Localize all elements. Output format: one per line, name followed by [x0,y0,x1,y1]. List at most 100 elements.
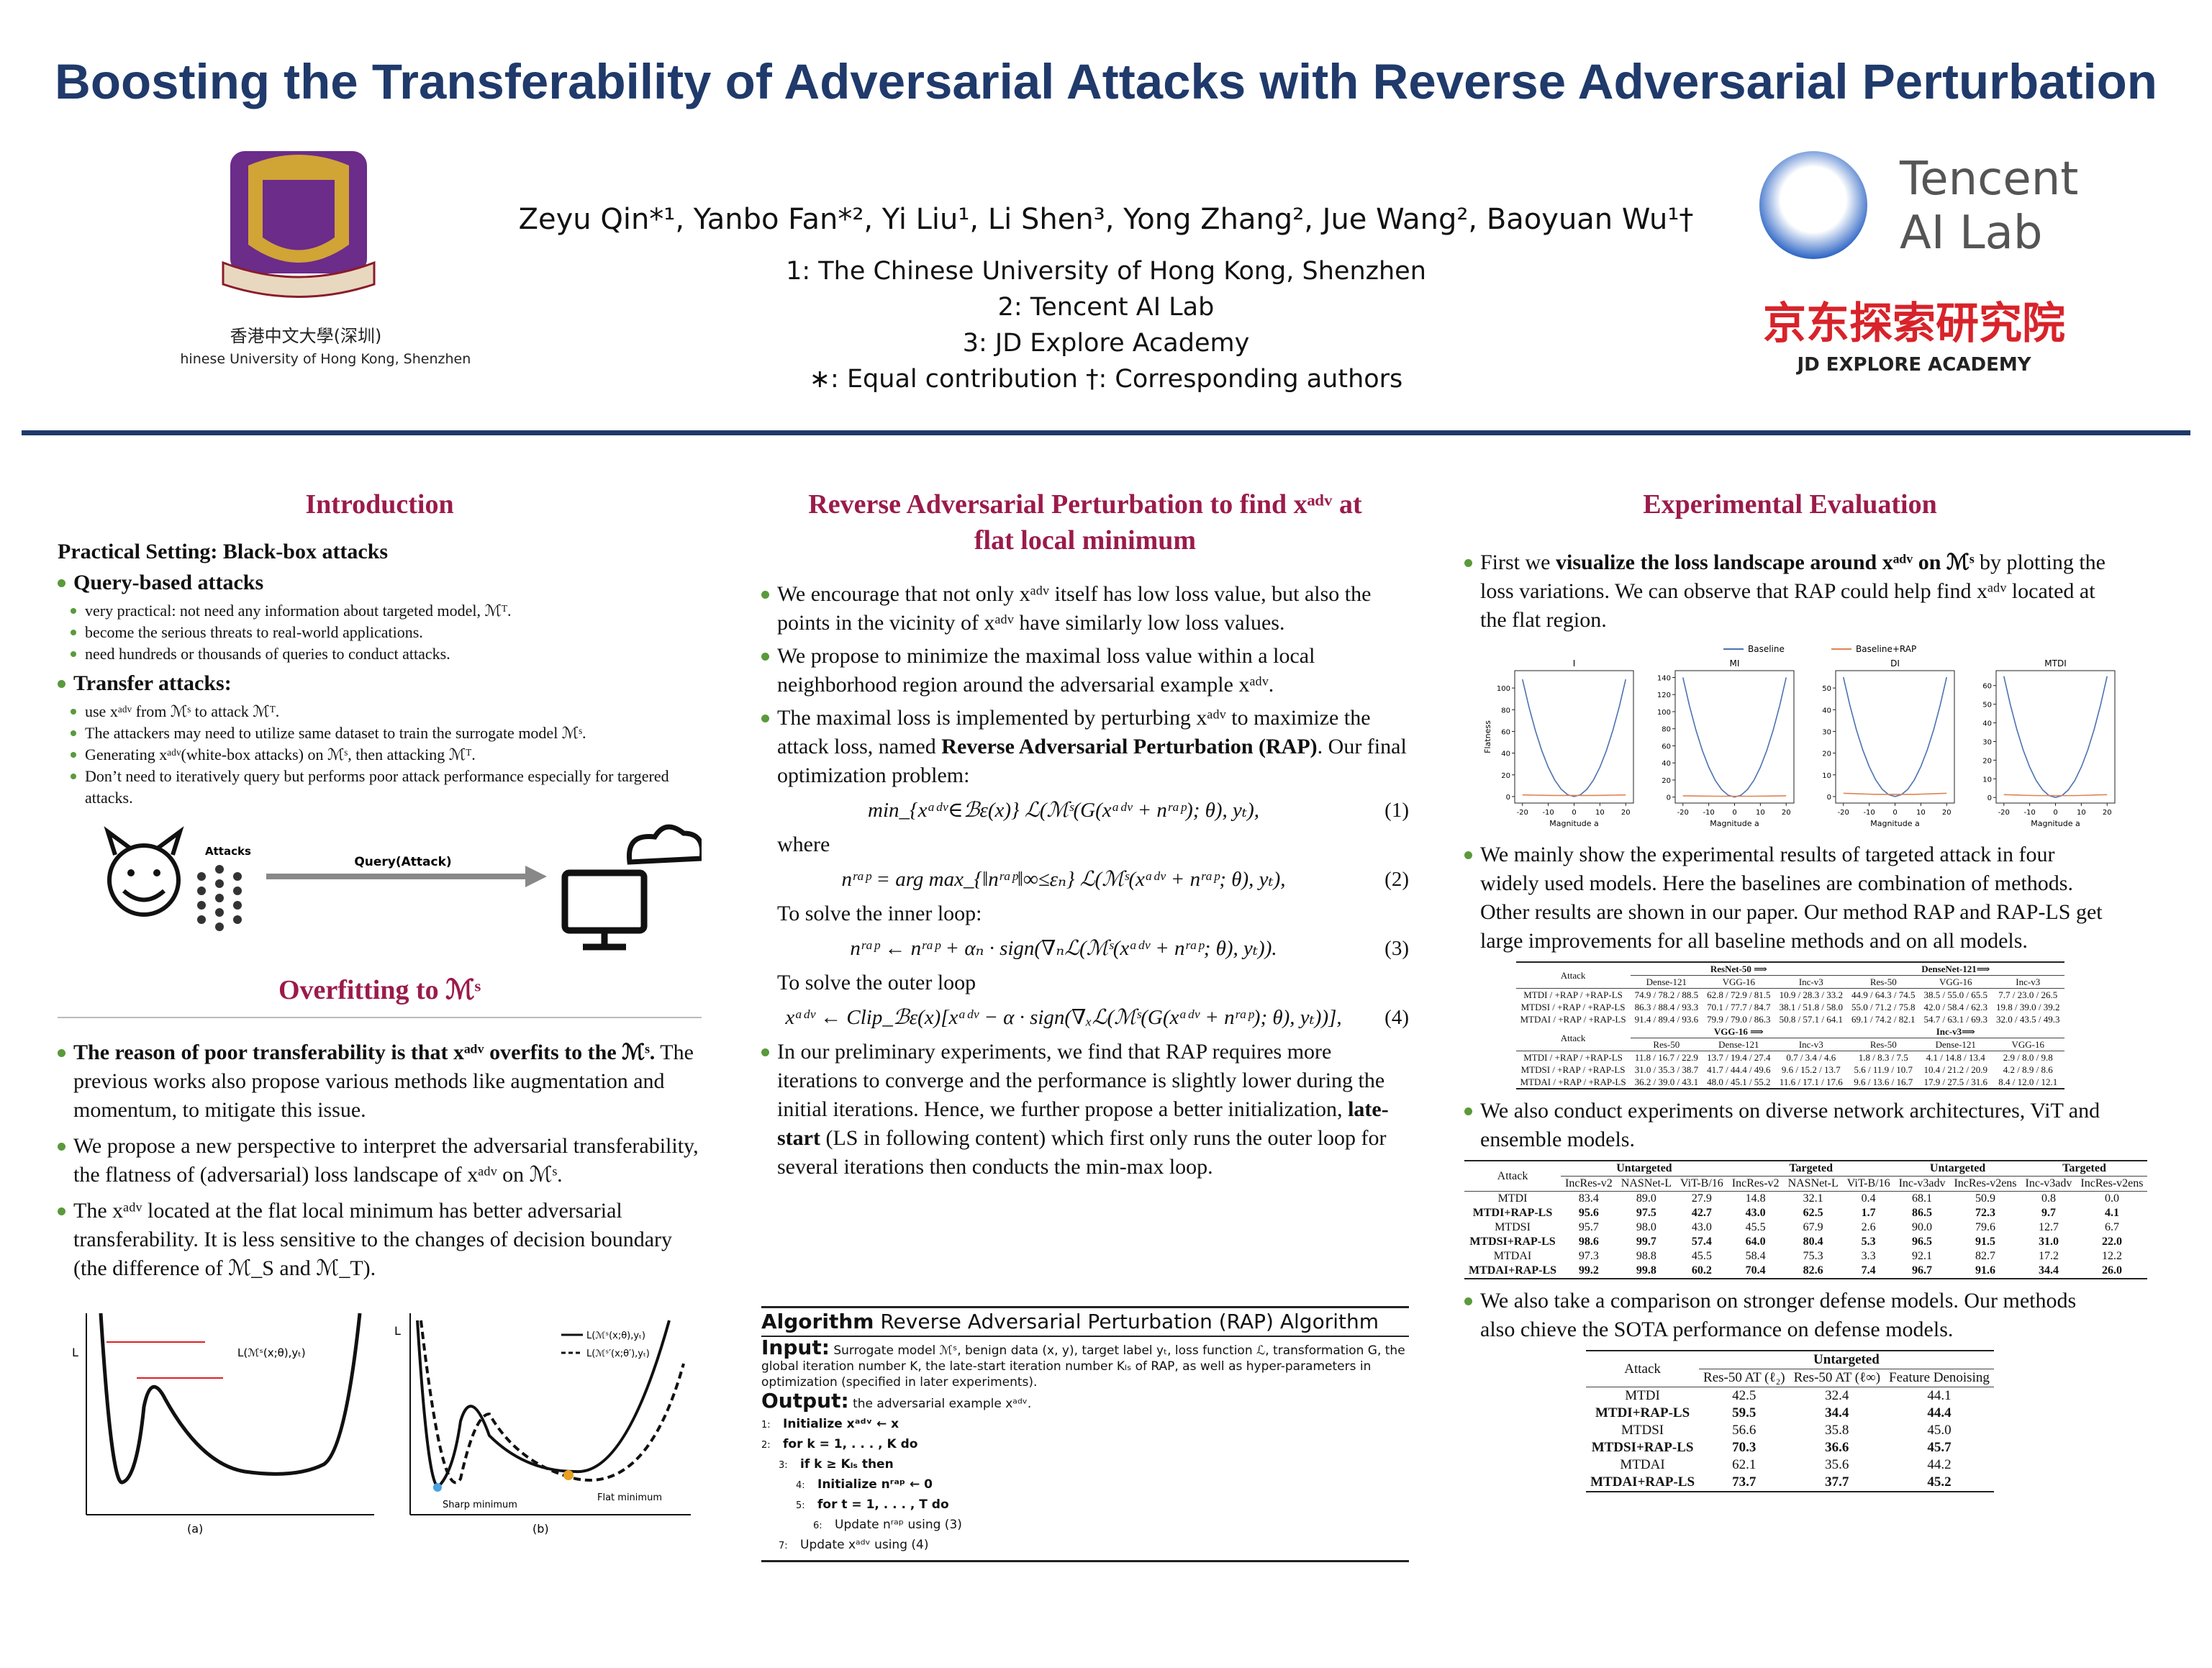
table-row: MTDAI+RAP-LS 99.2 99.8 60.2 70.4 82.6 7.4 96.7 9… [1464,1264,2147,1279]
value-cell: 62.1 [1732,1457,1757,1472]
table-row: MTDAI+RAP-LS 73.7 37.7 45.2 [1586,1474,1994,1492]
text: The maximal loss is implemented by pertu… [777,706,1371,758]
value-cell: 70.1 / 77.7 / 84.7 [1707,1002,1771,1012]
attack-cell: MTDAI [1620,1457,1665,1472]
group-header-row: Attack Untargeted Targeted Untargeted Target… [1464,1161,2148,1192]
group-header: Targeted [1727,1161,1895,1177]
column-header: Dense-121 [1703,1038,1775,1051]
method-content: We encourage that not only xᵃᵈᵛ itself h… [761,580,1409,1182]
table-row: MTDSI+RAP-LS 98.6 99.7 57.4 64.0 80.4 5.3 96.5 9… [1464,1235,2147,1249]
text: First we [1480,550,1556,574]
y-tick-label: 40 [1982,720,1992,728]
tencent-orb [1759,151,1867,259]
sub-bullet: become the serious threats to real-world… [58,622,702,643]
overfitting-list: The reason of poor transferability is th… [58,1038,702,1283]
y-tick-label: 10 [1822,772,1831,780]
curve-label: L(ℳˢ(x;θ),yₜ) [237,1346,306,1359]
group-header-row: Attack ResNet-50 ⟹ DenseNet-121⟹ [1515,962,2064,989]
x-tick-label: -20 [1677,809,1689,817]
value-cell: 89.0 [1636,1192,1656,1205]
step-number: 4: [796,1480,805,1491]
value-cell: 45.7 [1927,1440,1952,1455]
text: To solve the inner loop: [777,902,982,925]
value-cell: 44.4 [1927,1405,1952,1420]
text: We also take a comparison on stronger de… [1480,1289,2077,1341]
text: To solve the outer loop [777,971,976,994]
y-tick-label: 10 [1982,776,1992,784]
group-header-row: Attack Untargeted [1586,1351,1994,1387]
column-header: Inc-v3adv [1894,1176,1950,1192]
column-header-row: Res-50 Dense-121 Inc-v3 Res-50 Dense-121 VGG-… [1516,1038,2064,1051]
value-cell: 4.1 / 14.8 / 13.4 [1926,1052,1985,1063]
x-axis-label: Magnitude a [2031,819,2080,828]
column-header: NASNet-L [1783,1176,1843,1192]
value-cell: 83.4 [1578,1192,1599,1205]
table-row: MTDSI 95.7 98.0 43.0 45.5 67.9 2.6 90.0 79.6 12.7… [1464,1220,2147,1235]
x-tick-label: -10 [1703,809,1714,817]
input-text: Surrogate model ℳˢ, benign data (x, y), … [761,1343,1405,1390]
text: We also conduct experiments on diverse n… [1480,1099,2100,1151]
devil-eye [127,869,135,876]
value-cell: 92.1 [1912,1250,1932,1262]
equation-number: (4) [1384,1006,1409,1029]
x-tick-label: 10 [2077,809,2086,817]
right-column: Experimental Evaluation First we visuali… [1464,486,2148,1498]
plot-frame [1835,670,1955,804]
bold-text: late-start [777,1097,1389,1150]
plot-frame [1514,670,1634,804]
value-cell: 42.7 [1691,1207,1712,1219]
bullet: We propose to minimize the maximal loss … [761,642,1409,699]
column-header: Inc-v3 [1992,975,2064,989]
x-tick-label: -10 [2023,809,2035,817]
panel-b: L L(ℳˢ(x;θ),yₜ) L(ℳˢ′(x;θ′),yₜ) Sharp mi… [394,1313,691,1536]
value-cell: 32.4 [1825,1388,1849,1403]
column-header: Dense-121 [1919,1038,1993,1051]
value-cell: 5.3 [1861,1236,1876,1248]
value-cell: 44.2 [1927,1457,1952,1472]
column-header: VGG-16 [1703,975,1775,989]
group-header-row: Attack VGG-16 ⟹ Inc-v3⟹ [1515,1025,2064,1051]
table-row: MTDI 83.4 89.0 27.9 14.8 32.1 0.4 68.1 50.9 0.8 0.… [1464,1192,2147,1207]
bullet: In our preliminary experiments, we find … [761,1038,1409,1182]
caption: (a) [187,1522,203,1536]
column-header-row: Dense-121 VGG-16 Inc-v3 Res-50 VGG-16 Inc-v3 [1516,975,2064,989]
value-cell: 17.2 [2038,1250,2059,1262]
series-line [2003,676,2108,799]
value-cell: 2.6 [1861,1221,1876,1233]
network-icon [197,865,242,931]
series-line [1842,676,1948,797]
attack-cell: MTDI / +RAP / +RAP-LS [1523,989,1623,1000]
text: where [777,833,830,856]
algorithm-step: 7: Update xᵃᵈᵛ using (4) [761,1536,1409,1556]
value-cell: 45.2 [1927,1474,1952,1490]
value-cell: 99.2 [1578,1264,1599,1277]
table-row: MTDI / +RAP / +RAP-LS 74.9 / 78.2 / 88.5 6… [1516,989,2064,1002]
y-tick-label: 30 [1822,728,1831,736]
value-cell: 34.4 [1825,1405,1849,1420]
cloud-icon [626,824,705,865]
algorithm-step: 4: Initialize nʳᵃᵖ ← 0 [761,1475,1409,1495]
column-header-row: Res-50 AT (ℓ₂) Res-50 AT (ℓ∞) Feature Deno… [1586,1369,1994,1387]
devil-horns [104,826,184,856]
affiliations: 1: The Chinese University of Hong Kong, … [0,253,2212,397]
header-cell: Attack [1586,1351,1700,1387]
value-cell: 62.8 / 72.9 / 81.5 [1707,989,1771,1000]
value-cell: 43.0 [1745,1207,1766,1219]
x-tick-label: -20 [1517,809,1528,817]
y-axis-label: Flatness [1483,720,1492,753]
table-row: MTDAI 97.3 98.8 45.5 58.4 75.3 3.3 92.1 82.7 17.2… [1464,1249,2147,1264]
value-cell: 31.0 / 35.3 / 38.7 [1634,1064,1699,1075]
bullet-title: Query-based attacks [58,568,702,597]
value-cell: 59.5 [1732,1405,1757,1420]
section-heading: Introduction [305,489,454,520]
value-cell: 19.8 / 39.0 / 39.2 [1996,1002,2060,1012]
cuhk-english: The Chinese University of Hong Kong, She… [180,351,471,367]
x-tick-label: 0 [1893,809,1897,817]
value-cell: 42.5 [1732,1388,1757,1403]
cuhk-chinese: 香港中文大學(深圳) [230,326,382,346]
column-header: Res-50 [1847,1038,1920,1051]
value-cell: 0.0 [2104,1192,2119,1205]
text: (LS in following content) which first on… [777,1126,1387,1179]
algorithm-name: Reverse Adversarial Perturbation (RAP) A… [880,1310,1379,1333]
